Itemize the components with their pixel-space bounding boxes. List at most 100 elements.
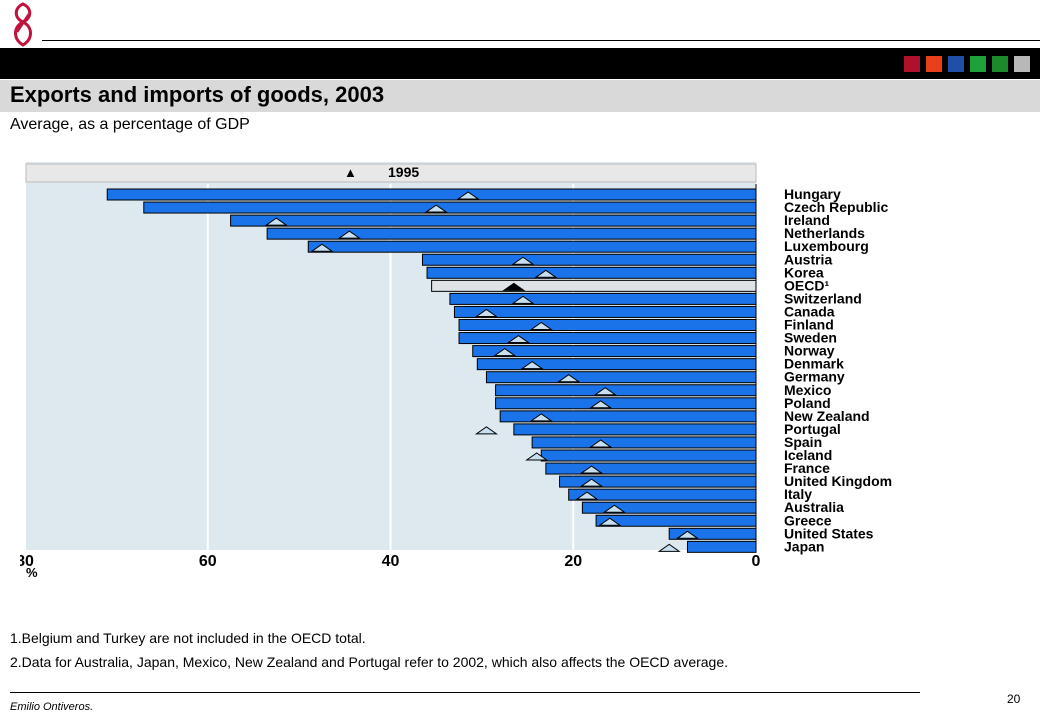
category-label: United Kingdom [784,473,892,489]
bar-netherlands [266,227,757,240]
category-label: Switzerland [784,290,862,306]
bar-denmark [476,358,757,371]
bar-germany [485,371,757,384]
color-swatch [926,56,942,72]
footnote-1: 1.Belgium and Turkey are not included in… [10,630,366,646]
category-label: New Zealand [784,408,870,424]
bar-finland [458,319,757,331]
bar-luxembourg [307,240,757,253]
marker-1995 [579,478,604,487]
bar-oecd [431,279,757,292]
category-label: France [784,460,830,476]
category-label: Greece [784,512,832,528]
marker-1995 [589,439,613,448]
legend-band [25,163,757,183]
marker-1995 [264,217,288,226]
marker-1995 [529,413,553,422]
color-swatch [948,56,964,72]
category-label: Canada [784,303,835,319]
footnote-2: 2.Data for Australia, Japan, Mexico, New… [10,654,729,670]
bar-france [545,462,757,475]
bar-norway [472,345,757,358]
marker-1995 [337,230,361,239]
bar-japan [686,540,757,553]
bar-spain [531,436,757,449]
category-label: Norway [784,343,835,359]
color-swatch [970,56,986,72]
footer-rule [10,692,920,693]
bar-switzerland [449,292,757,305]
category-label: Italy [784,486,812,502]
marker-1995 [598,517,622,526]
category-label: Luxembourg [784,238,869,254]
bar-mexico [495,384,757,397]
slide-title: Exports and imports of goods, 2003 [10,82,385,107]
bar-portugal [513,423,757,436]
bar-new-zealand [499,410,757,423]
category-label: Denmark [784,356,844,372]
x-tick-label: 0 [752,553,761,570]
marker-1995 [525,452,549,461]
category-label: Czech Republic [784,199,888,215]
x-tick-label: 20 [564,553,582,570]
category-label: Netherlands [784,225,865,241]
bar-australia [581,501,757,514]
marker-1995 [456,191,480,200]
marker-1995 [511,295,535,304]
page-number: 20 [1007,692,1021,706]
category-label: Hungary [784,186,841,202]
x-unit-label: % [26,565,38,578]
color-swatch [1014,56,1030,72]
marker-1995 [675,530,700,539]
marker-1995 [534,269,558,278]
title-band [0,80,1040,112]
bar-ireland [230,214,757,227]
logo-icon [14,2,32,47]
category-label: Japan [784,538,824,554]
category-label: Poland [784,395,831,411]
top-rule [42,40,1040,41]
marker-1995 [474,308,499,317]
color-swatch [904,56,920,72]
marker-1995 [511,256,535,265]
category-label: United States [784,525,874,541]
category-label: Sweden [784,330,837,346]
category-label: Australia [784,499,844,515]
marker-1995 [493,347,517,357]
marker-1995 [657,543,681,552]
marker-1995 [529,321,553,330]
legend-marker: ▲ [344,165,357,180]
bar-united-states [668,527,757,540]
category-label: Ireland [784,212,830,228]
marker-1995 [593,387,617,396]
bar-austria [421,253,757,266]
category-label: Austria [784,251,832,267]
x-tick-label: 40 [382,553,400,570]
marker-1995 [557,374,581,383]
x-tick-label: 80 [20,553,34,570]
bar-czech-republic [143,201,757,214]
marker-1995 [506,334,531,344]
marker-1995 [424,204,448,213]
bar-iceland [540,449,757,462]
category-label: Korea [784,264,824,280]
category-label: OECD¹ [784,277,829,293]
category-label: Spain [784,434,822,450]
marker-1995 [575,491,599,500]
marker-1995 [589,400,613,409]
bar-greece [595,514,757,527]
marker-1995 [502,282,526,291]
category-label: Iceland [784,447,832,463]
bar-canada [453,305,757,318]
bar-korea [426,266,757,279]
marker-1995 [310,243,334,252]
category-label: Mexico [784,382,831,398]
bar-poland [495,397,757,410]
marker-1995 [602,504,626,513]
x-tick-label: 60 [199,553,217,570]
header-band [0,48,1040,79]
category-label: Germany [784,369,845,385]
category-label: Portugal [784,421,841,437]
legend-label: 1995 [388,164,419,180]
